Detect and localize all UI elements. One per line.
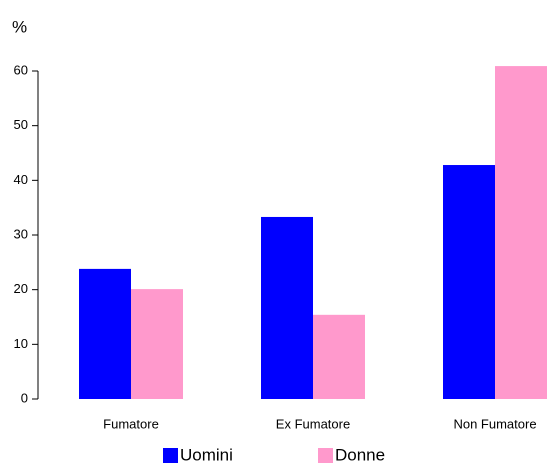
y-tick-label: 50 [14,117,28,132]
bar [261,216,313,399]
legend-swatch [318,448,333,463]
legend-label: Donne [335,445,385,464]
y-tick-label: 30 [14,226,28,241]
x-tick-label: Non Fumatore [453,416,536,431]
bar [495,66,547,399]
bar [79,268,131,399]
bar [313,314,365,399]
y-tick-label: 10 [14,336,28,351]
y-tick-label: 20 [14,281,28,296]
y-axis-label: % [12,17,27,36]
y-tick-label: 60 [14,62,28,77]
x-tick-label: Ex Fumatore [276,416,350,431]
x-tick-label: Fumatore [103,416,159,431]
bar [443,165,495,399]
y-tick-label: 0 [21,390,28,405]
legend-label: Uomini [180,445,233,464]
y-tick-label: 40 [14,172,28,187]
legend-swatch [163,448,178,463]
bar [131,289,183,399]
